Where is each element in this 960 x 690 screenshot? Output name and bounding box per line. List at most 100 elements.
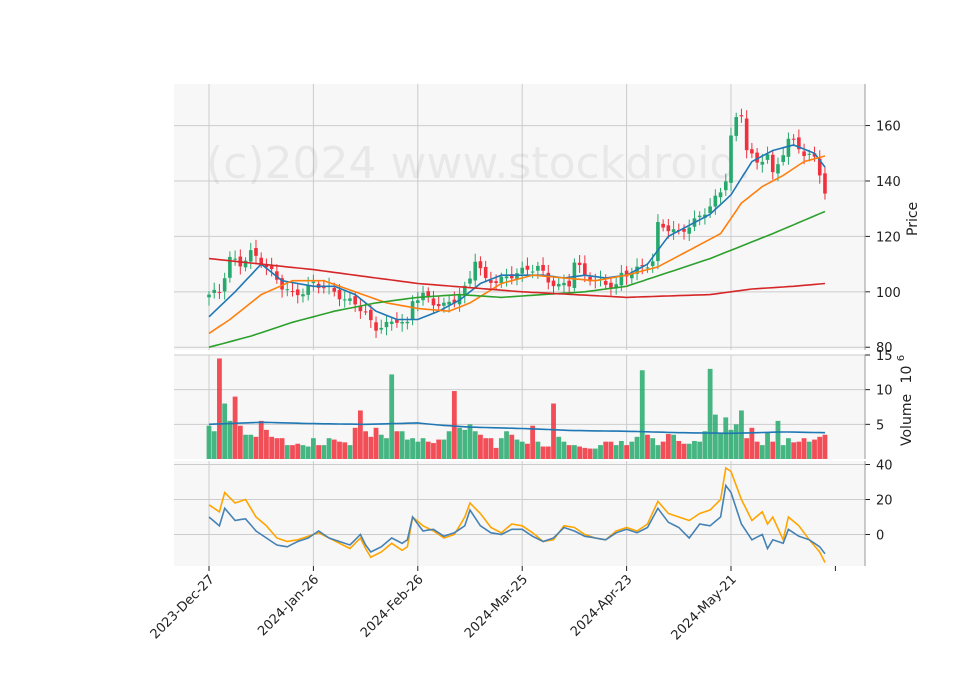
candle-body [436,304,441,307]
volume-bar [598,445,603,459]
candle-body [603,280,608,285]
candle-body [295,289,300,296]
candle-body [348,298,352,301]
candle-body [520,267,524,274]
candle-body [713,195,718,207]
volume-bar [436,439,442,459]
candle-body [494,281,498,283]
volume-bar [671,434,676,459]
candle-body [447,301,451,305]
candle-body [478,261,483,269]
volume-bar [446,431,452,459]
volume-bar [744,438,750,459]
candle-body [791,138,796,140]
candle-body [363,311,368,313]
candle-body [504,276,509,279]
candle-body [207,294,211,298]
volume-bar [457,427,462,459]
ma-line-longest [208,257,826,299]
volume-bar [420,438,426,459]
candle-body [760,161,765,165]
volume-bar [540,446,546,459]
candle-body [269,265,274,270]
ma-line-short [208,144,826,321]
volume-bar [300,445,306,459]
volume-bar [493,447,499,459]
candle-body [541,264,545,271]
candle-body [619,272,624,286]
candle-body [332,287,337,292]
candle-body [259,257,263,265]
candle-body [661,223,665,228]
volume-bar [404,439,410,459]
candle-body [765,154,770,160]
candle-body [567,280,571,287]
candle-body [781,155,785,162]
volume-bar [681,443,687,459]
candle-body [233,258,237,260]
volume-bar [352,427,358,459]
volume-bar [384,438,389,459]
candle-body [306,285,310,295]
volume-bar [498,438,504,459]
volume-bar [754,441,760,459]
volume-bar [759,445,765,459]
volume-bar [253,436,259,459]
candle-body [718,192,723,198]
volume-bar [217,358,222,459]
volume-bar [373,427,379,459]
volume-bar [822,434,828,459]
volume-axis-exponent: 6 [896,355,907,361]
moving-average-lines [208,144,826,348]
volume-bar [676,440,682,459]
volume-bar [222,403,228,459]
candle-body [812,153,817,157]
volume-bar [311,438,316,459]
volume-axis-label: Volume [899,394,915,446]
candle-body [452,299,457,304]
volume-bar [733,424,739,459]
candle-body [734,117,739,136]
candle-body [384,321,389,328]
x-tick-label: 2024-May-21 [669,572,740,643]
candle-body [254,248,258,256]
oscillator-lines [208,466,826,563]
candle-body [624,270,629,277]
x-tick-label: 2024-Apr-23 [568,572,635,639]
candle-body [395,319,399,323]
volume-bar [488,438,494,459]
volume-bar [561,441,567,459]
volume-bar [467,424,473,459]
volume-bar [227,420,233,459]
candle-body [630,274,634,279]
volume-bar [504,431,509,459]
volume-bar [248,434,254,459]
volume-bar [639,370,645,459]
candle-body [770,154,775,173]
volume-bar [739,410,744,459]
volume-bar [655,445,661,459]
candle-body [817,158,822,176]
volume-bar [290,445,295,459]
volume-bar [806,441,812,459]
volume-axis-title: Volume 10 6 [896,355,915,446]
volume-bar [530,425,536,459]
volume-bar [702,431,708,459]
volume-bar [791,442,797,459]
volume-bar [650,438,656,459]
oscillator-line-slow [208,483,826,555]
candle-body [588,276,592,282]
volume-bar [545,446,551,459]
volume-ma-line [208,421,826,435]
volume-bar [582,447,588,459]
candle-body [797,137,801,150]
volume-bar [629,441,635,459]
volume-bar [399,431,405,459]
candle-body [280,278,284,290]
candle-body [248,250,253,262]
volume-bar [765,432,770,459]
watermark-text: (c)2024 www.stockdroid. [206,138,751,189]
candle-body [562,282,566,286]
volume-bar [660,441,666,459]
